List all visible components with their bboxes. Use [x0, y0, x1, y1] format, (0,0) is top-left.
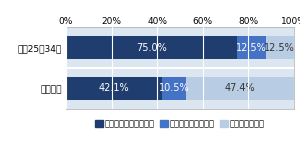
Text: 47.4%: 47.4%	[225, 83, 255, 93]
Text: 42.1%: 42.1%	[99, 83, 129, 93]
Text: 10.5%: 10.5%	[159, 83, 189, 93]
Text: 75.0%: 75.0%	[136, 43, 167, 53]
Bar	[186, 77, 294, 100]
Bar	[237, 36, 266, 59]
Bar	[266, 36, 294, 59]
Legend: 野外フェスを先に経験, 同じ年に初めて経験, 登山を先に経験: 野外フェスを先に経験, 同じ年に初めて経験, 登山を先に経験	[95, 119, 265, 128]
Bar	[66, 36, 237, 59]
Bar	[162, 77, 186, 100]
Text: 12.5%: 12.5%	[264, 43, 295, 53]
Text: 12.5%: 12.5%	[236, 43, 267, 53]
Bar	[66, 77, 162, 100]
